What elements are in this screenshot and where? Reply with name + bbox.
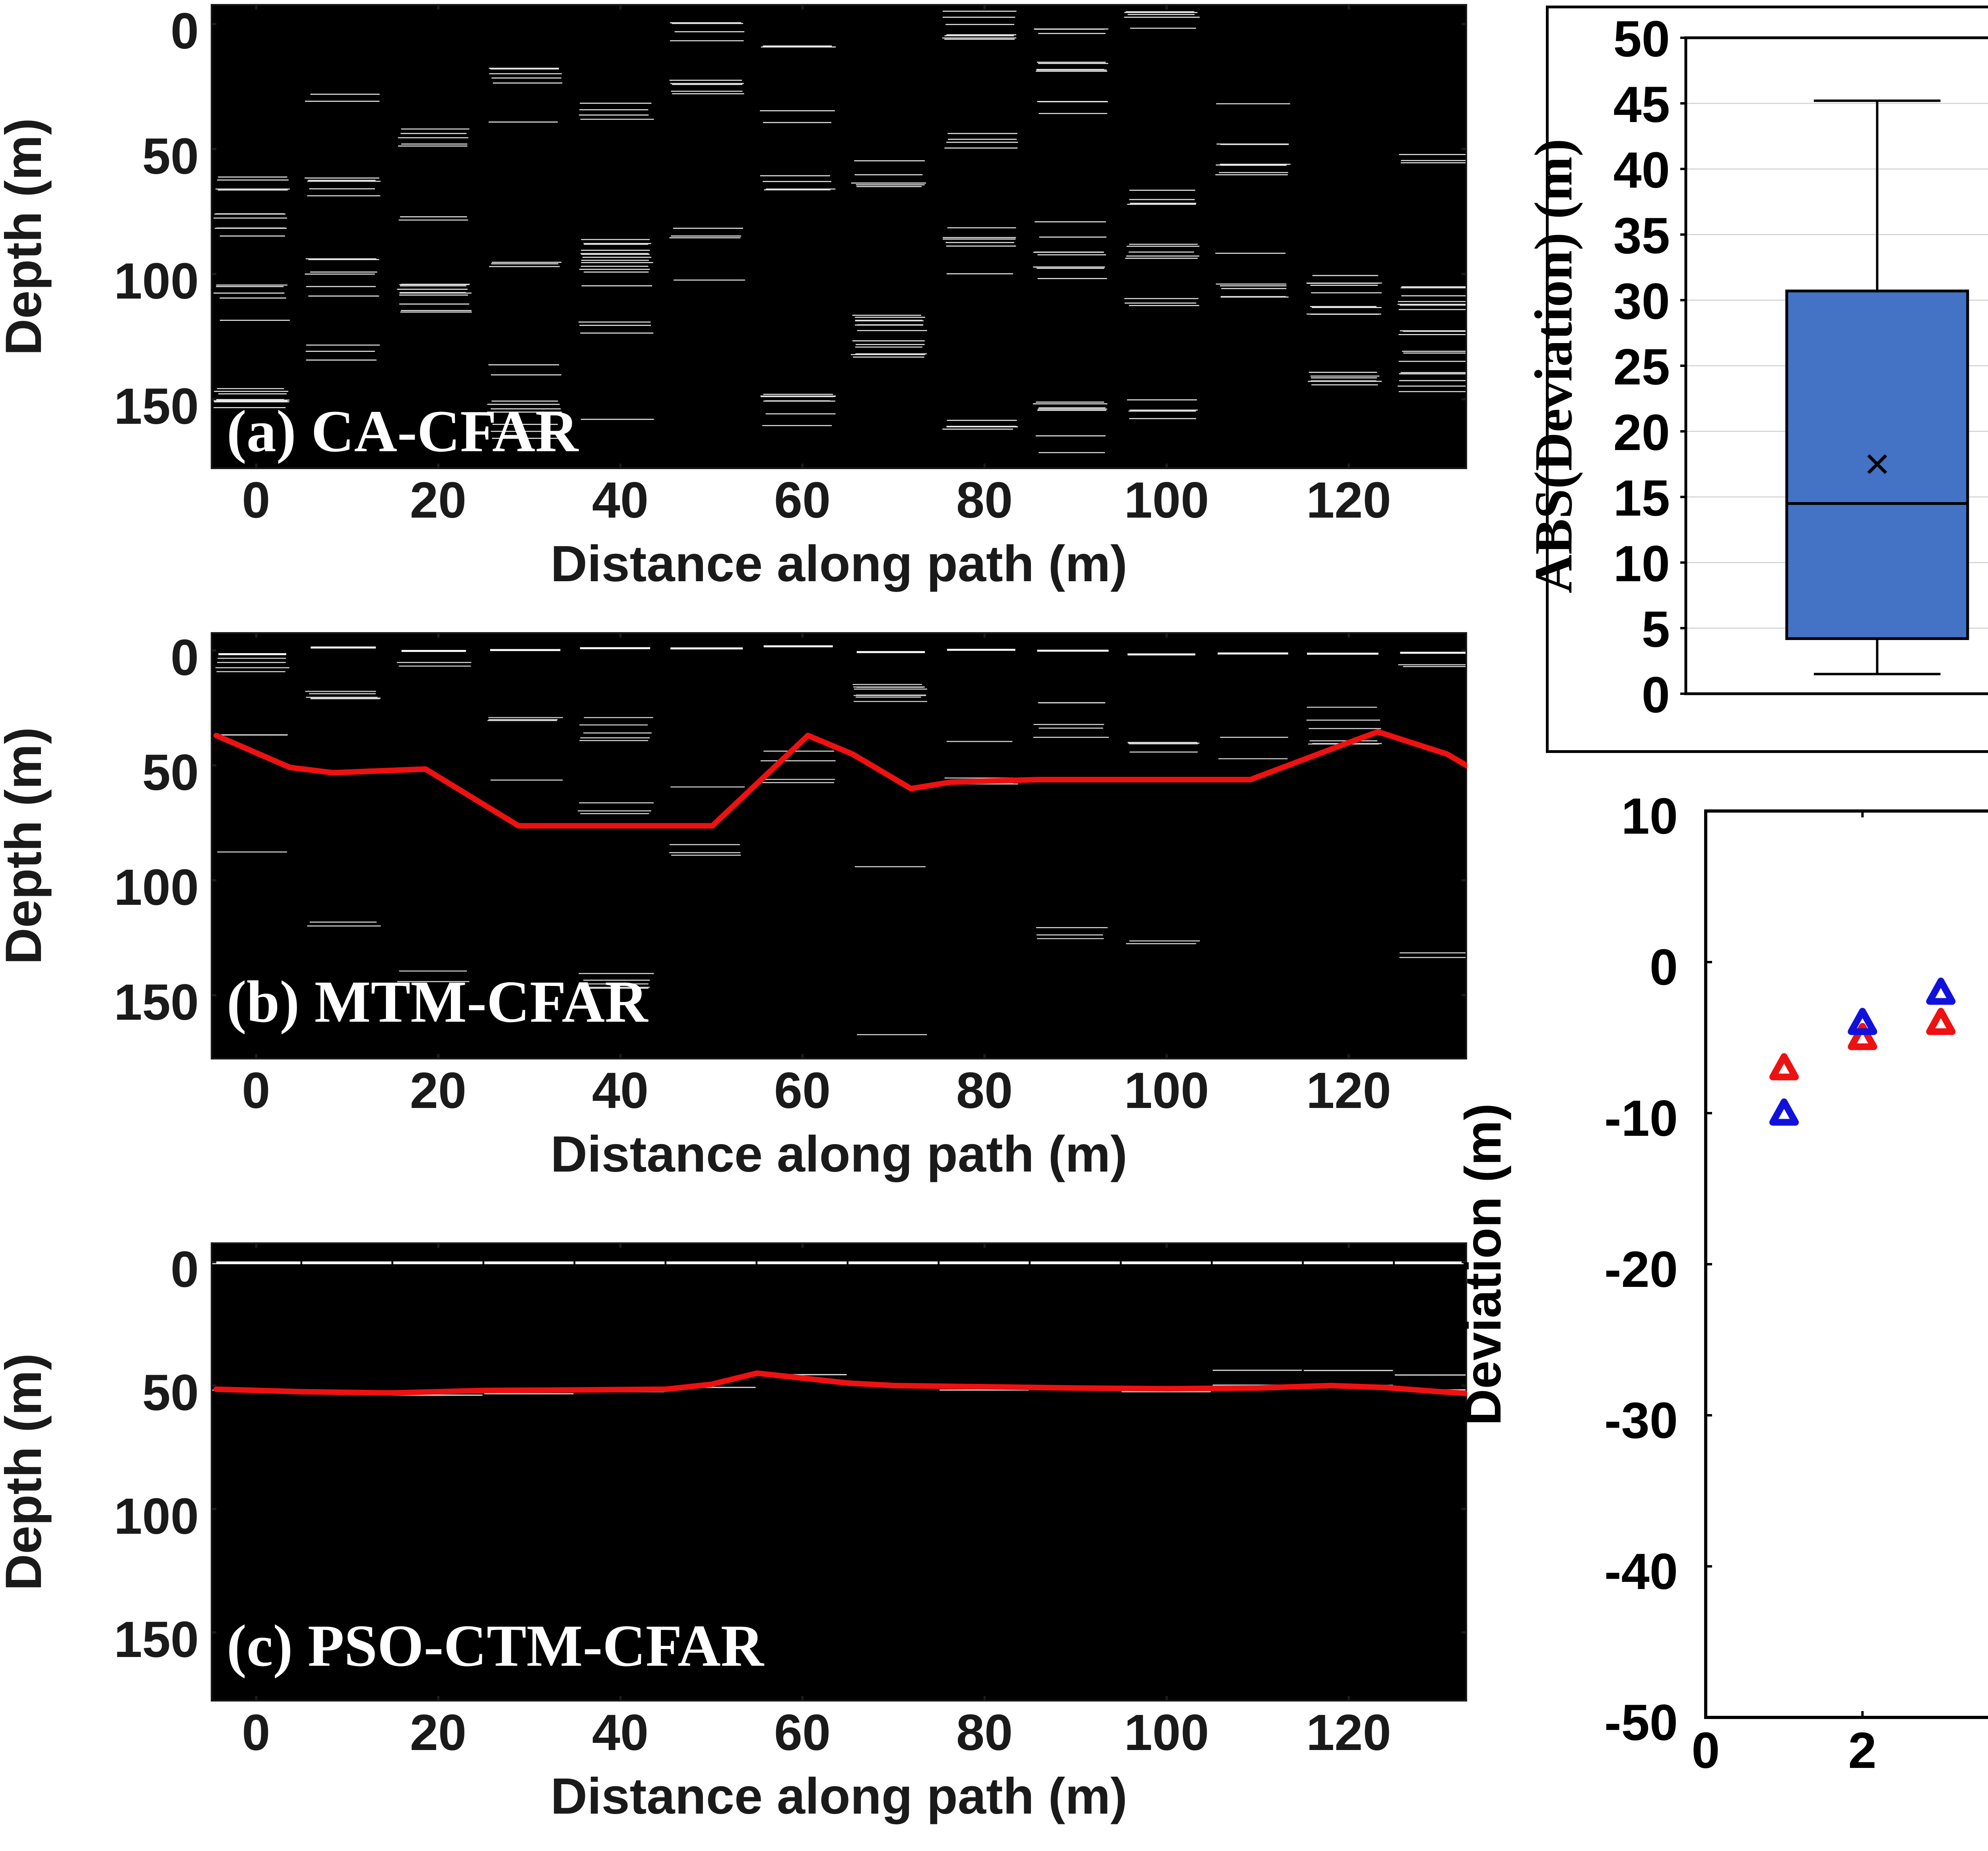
svg-text:(a) CA-CFAR: (a) CA-CFAR	[227, 398, 579, 464]
svg-text:(c) PSO-CTM-CFAR: (c) PSO-CTM-CFAR	[227, 1613, 765, 1679]
svg-text:(b) MTM-CFAR: (b) MTM-CFAR	[227, 969, 648, 1035]
